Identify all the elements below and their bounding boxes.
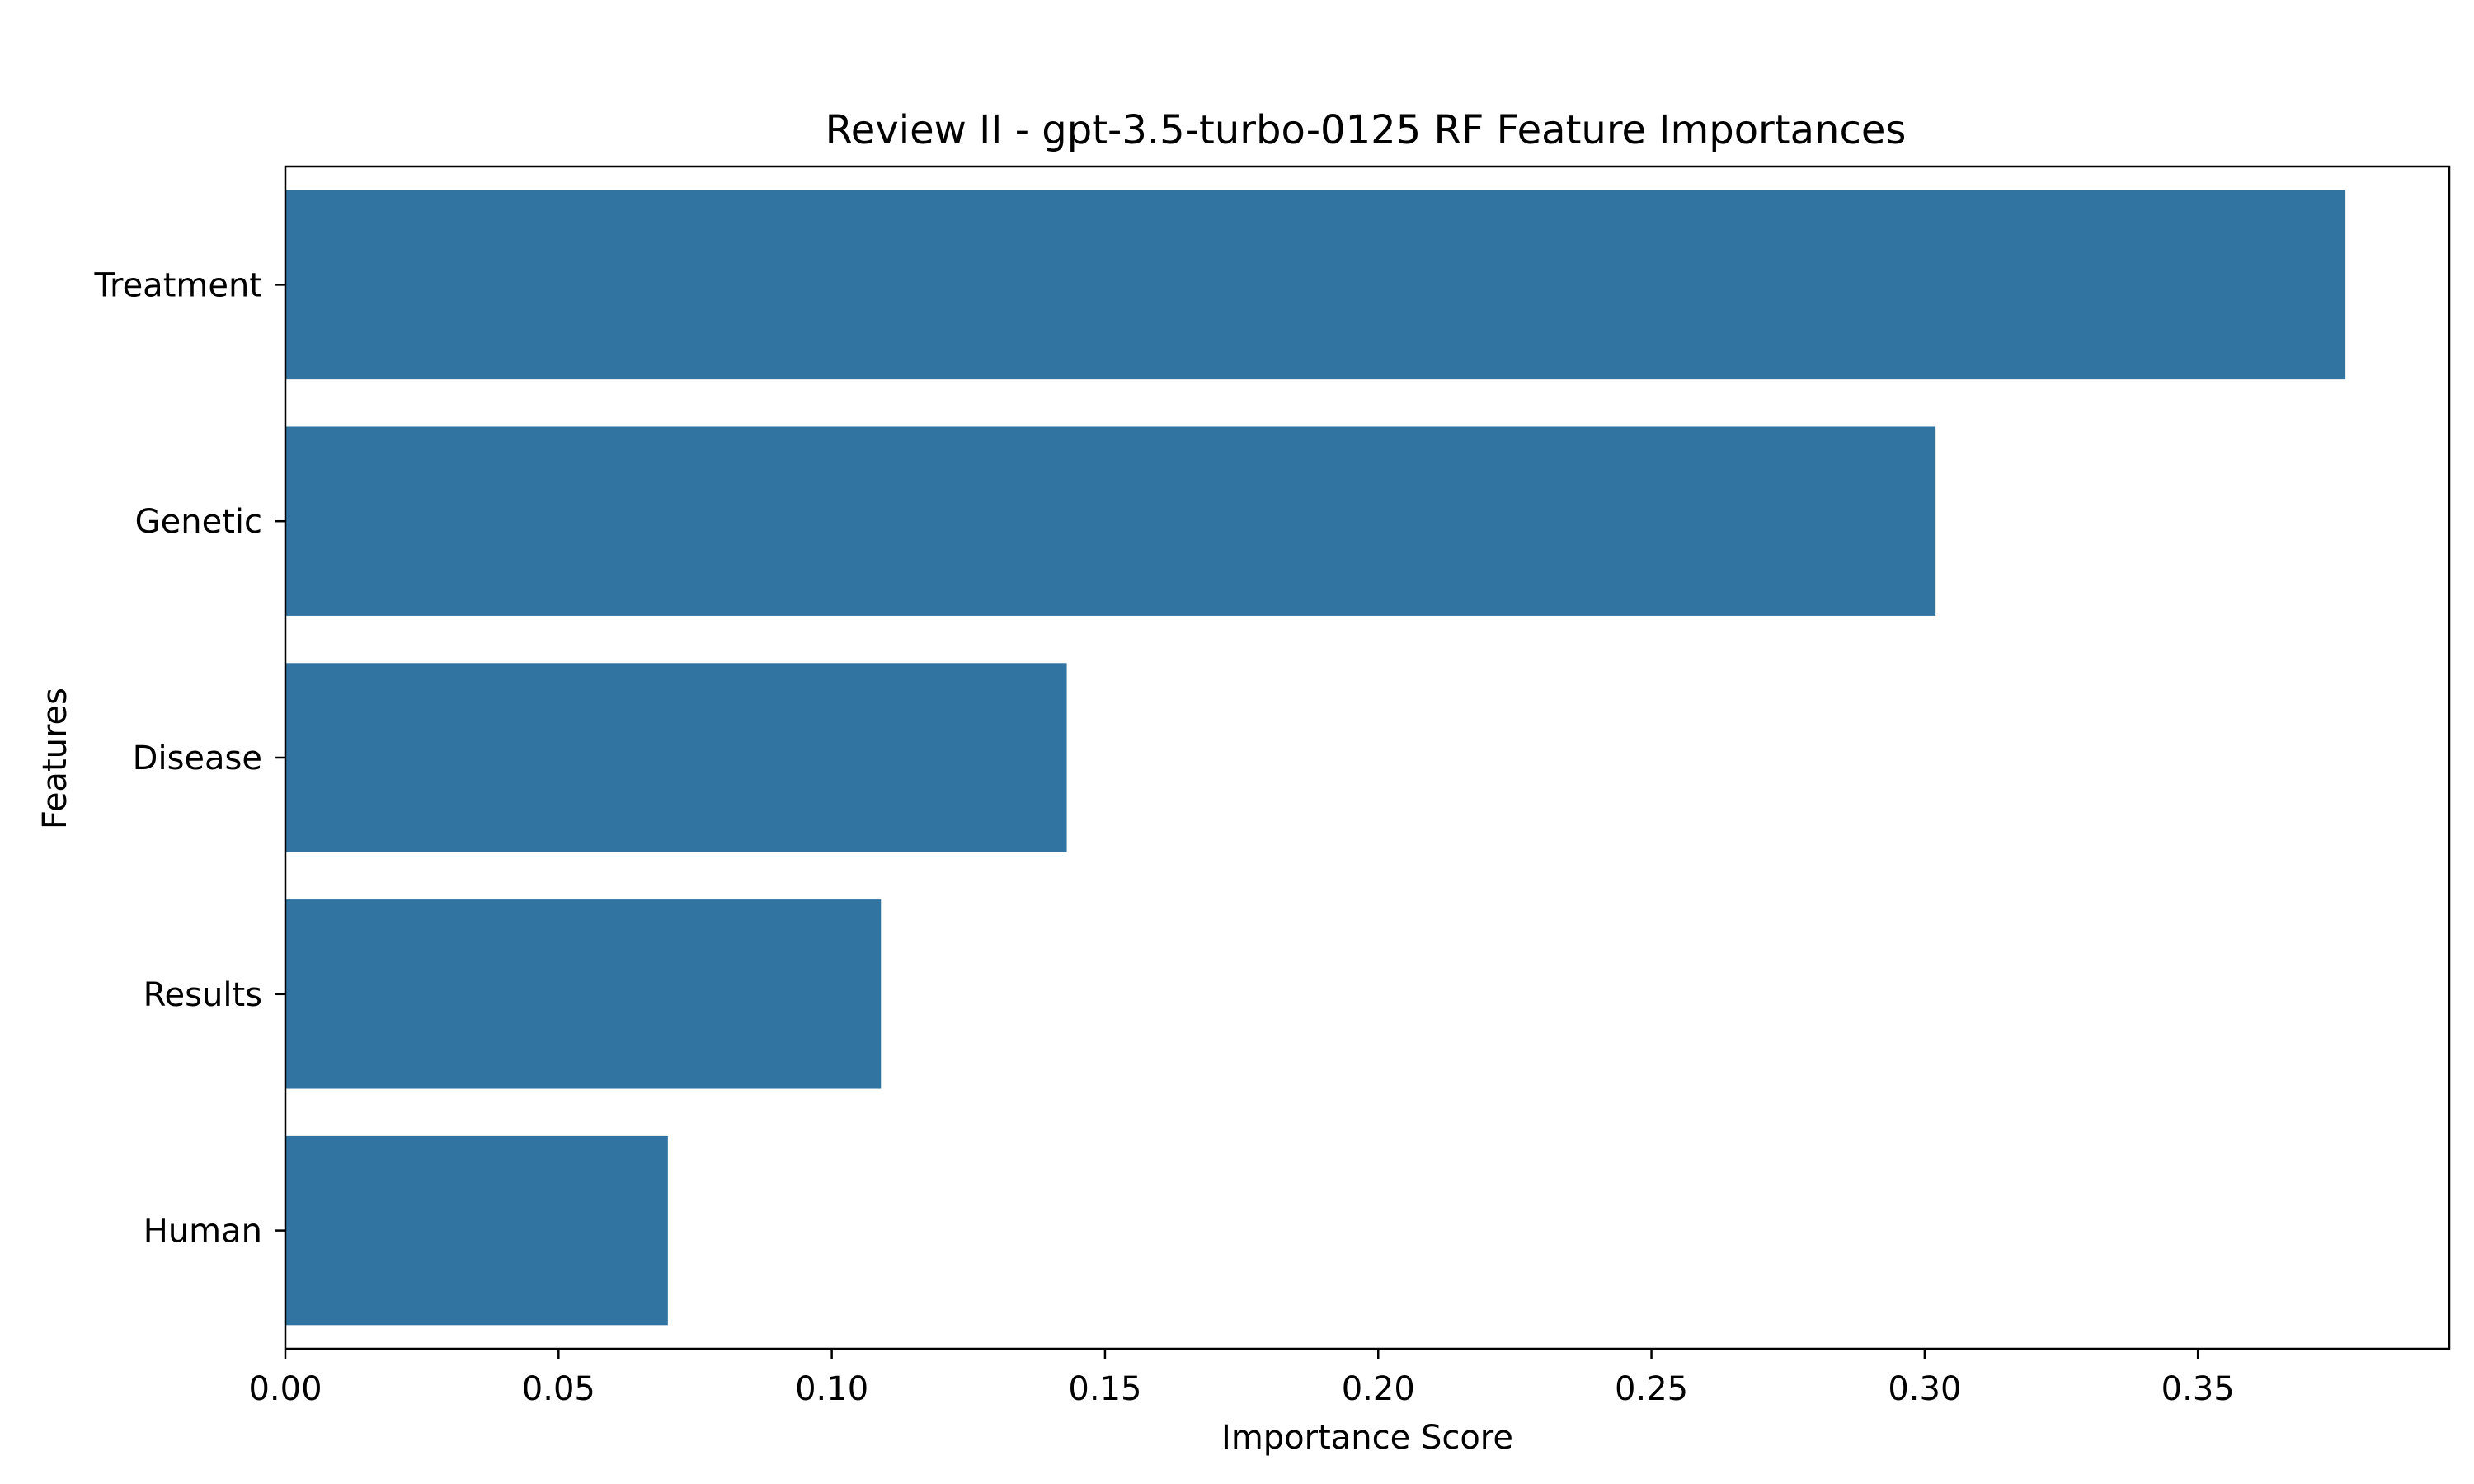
chart-title: Review II - gpt-3.5-turbo-0125 RF Featur… bbox=[825, 107, 1907, 153]
x-tick-label: 0.00 bbox=[248, 1370, 322, 1408]
x-tick-label: 0.35 bbox=[2161, 1370, 2235, 1408]
y-tick-label-disease: Disease bbox=[133, 740, 262, 777]
bar-disease bbox=[285, 663, 1067, 852]
bar-results bbox=[285, 899, 882, 1089]
x-tick-label: 0.20 bbox=[1342, 1370, 1415, 1408]
x-axis-label: Importance Score bbox=[1221, 1419, 1513, 1457]
y-axis-label: Features bbox=[36, 688, 74, 829]
x-tick-label: 0.30 bbox=[1888, 1370, 1961, 1408]
x-tick-label: 0.10 bbox=[795, 1370, 868, 1408]
bar-genetic bbox=[285, 426, 1936, 616]
bar-human bbox=[285, 1135, 668, 1326]
y-tick-label-genetic: Genetic bbox=[135, 503, 262, 541]
x-tick-label: 0.15 bbox=[1068, 1370, 1141, 1408]
y-tick-label-results: Results bbox=[143, 976, 262, 1014]
y-axis-ticks: Treatment Genetic Disease Results Human bbox=[93, 266, 285, 1251]
bar-treatment bbox=[285, 190, 2346, 380]
y-tick-label-treatment: Treatment bbox=[93, 266, 262, 304]
y-tick-label-human: Human bbox=[143, 1213, 262, 1251]
x-axis-ticks: 0.00 0.05 0.10 0.15 0.20 0.25 0.30 0.35 bbox=[248, 1349, 2235, 1408]
bars-group bbox=[285, 190, 2346, 1326]
plot-frame bbox=[284, 165, 2451, 1350]
x-tick-label: 0.25 bbox=[1615, 1370, 1688, 1408]
x-tick-label: 0.05 bbox=[522, 1370, 595, 1408]
